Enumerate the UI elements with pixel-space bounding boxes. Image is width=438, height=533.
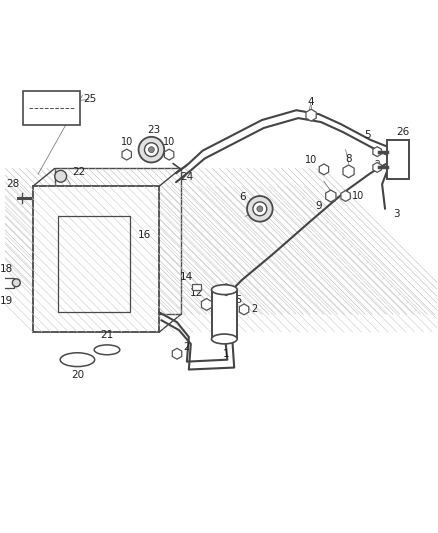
Text: 10: 10 [352,191,364,201]
Polygon shape [122,149,131,160]
Polygon shape [319,164,328,175]
Polygon shape [201,298,212,310]
Text: 1: 1 [223,349,230,359]
Circle shape [138,137,164,163]
Bar [387,140,409,179]
Ellipse shape [212,334,237,344]
Text: 5: 5 [364,130,371,140]
Bar [34,187,158,331]
Ellipse shape [212,285,237,295]
Text: 24: 24 [180,172,194,182]
Text: 14: 14 [180,272,194,282]
Text: 9: 9 [316,201,322,211]
Text: 6: 6 [239,192,245,202]
Text: 28: 28 [7,179,20,189]
Text: 15: 15 [230,295,243,304]
Bar [33,186,159,332]
Circle shape [253,202,267,216]
Bar [212,289,237,339]
Text: 18: 18 [0,264,13,274]
Polygon shape [306,109,316,121]
Text: 2: 2 [374,160,380,169]
Bar [23,91,81,125]
Text: 12: 12 [190,288,203,297]
Circle shape [55,171,67,182]
Text: 3: 3 [394,209,400,219]
Text: 20: 20 [71,370,84,381]
Text: 25: 25 [84,94,97,104]
Text: 10: 10 [163,137,175,147]
Bar [0,278,14,288]
Text: 4: 4 [308,98,314,107]
Polygon shape [221,284,231,296]
Ellipse shape [60,353,95,367]
Polygon shape [164,149,174,160]
Text: 10: 10 [305,155,317,165]
Text: 19: 19 [0,295,13,305]
Text: 26: 26 [396,127,410,137]
Text: 8: 8 [345,154,352,164]
Circle shape [247,196,272,222]
Polygon shape [341,191,350,201]
Polygon shape [326,190,336,202]
Text: 23: 23 [148,125,161,135]
Polygon shape [373,163,381,172]
Circle shape [148,147,154,152]
Text: 2: 2 [184,342,190,352]
Polygon shape [343,165,354,178]
Bar [192,284,201,289]
Text: 16: 16 [138,230,151,240]
Bar [55,168,181,314]
Text: 21: 21 [100,330,113,340]
Ellipse shape [94,345,120,355]
Circle shape [257,206,263,212]
Polygon shape [172,349,182,359]
Text: 22: 22 [72,167,85,177]
Circle shape [145,143,158,157]
Circle shape [12,279,20,287]
Text: 10: 10 [120,137,133,147]
Bar [58,216,130,312]
Text: 2: 2 [251,304,257,314]
Polygon shape [373,147,381,157]
Polygon shape [239,304,249,315]
